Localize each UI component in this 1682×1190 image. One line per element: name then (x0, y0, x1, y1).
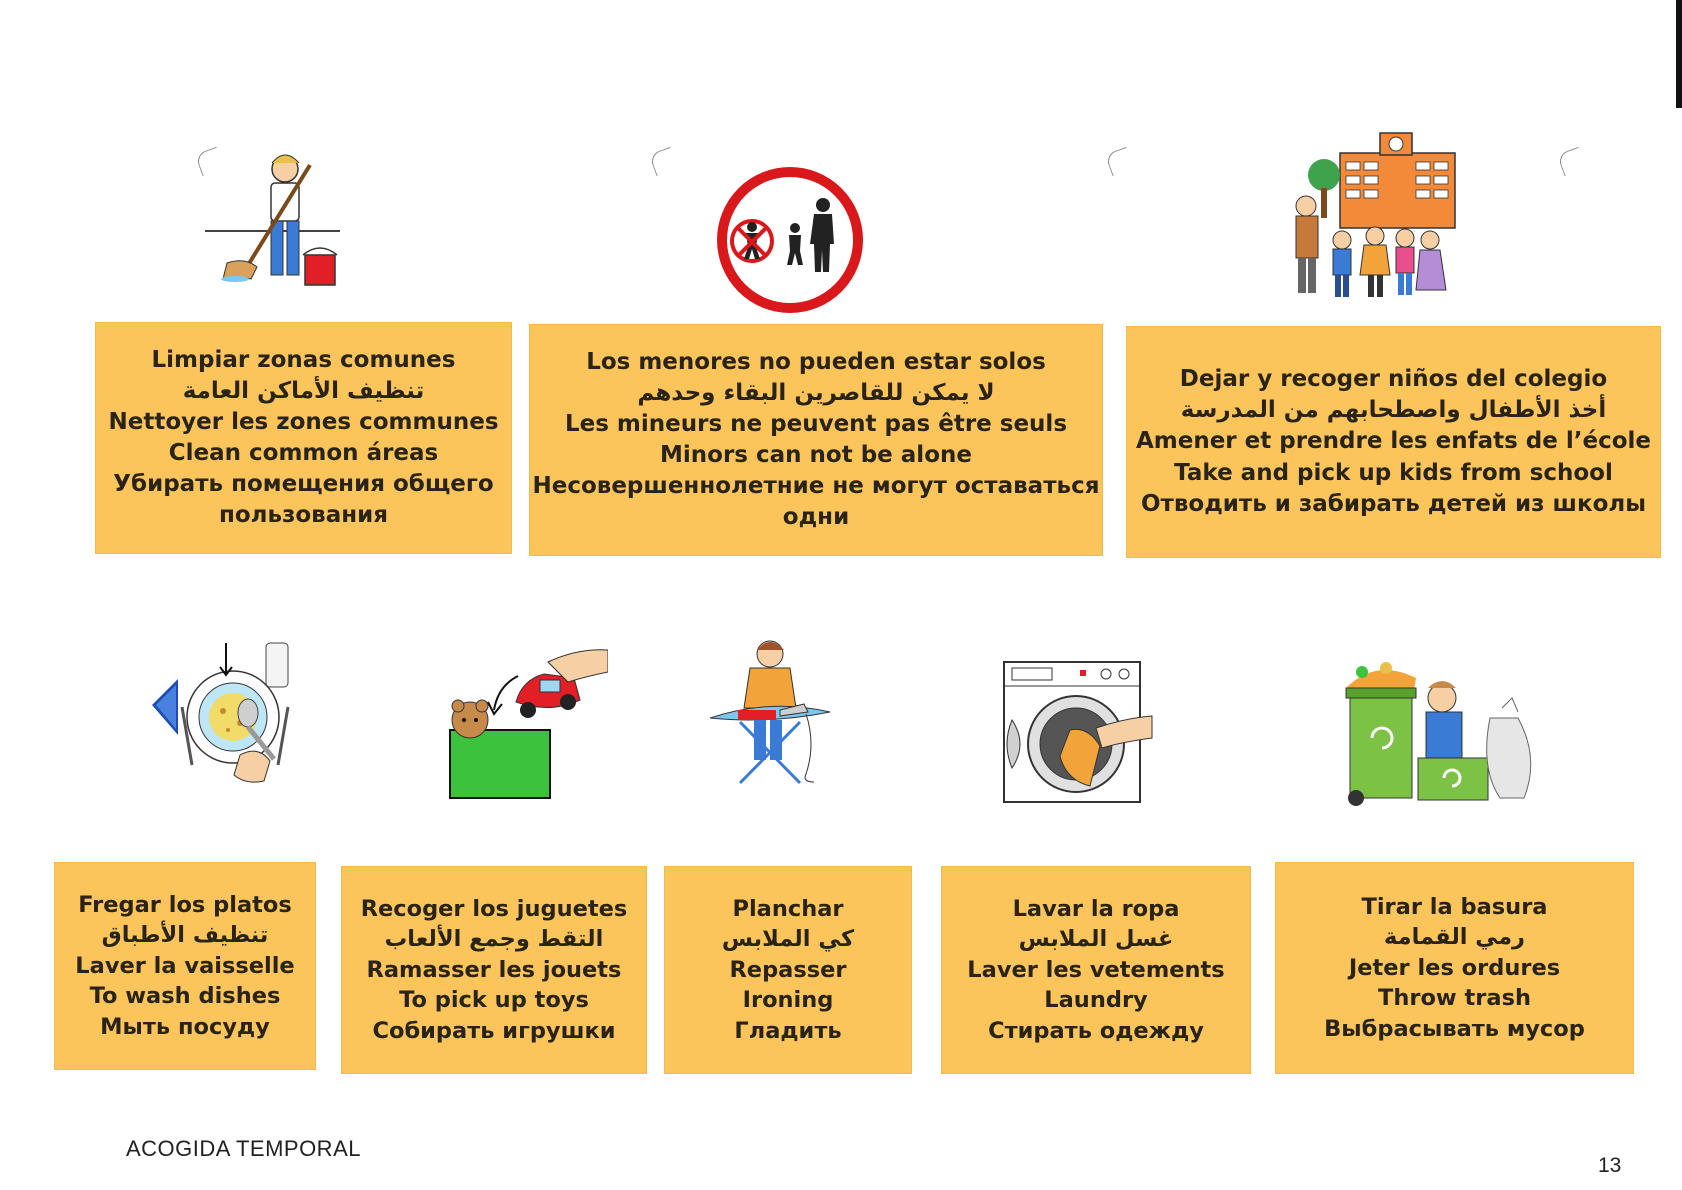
card-line-es: Dejar y recoger niños del colegio (1179, 366, 1608, 393)
card-wash-dishes: Fregar los platos تنظيف الأطباق Laver la… (54, 862, 316, 1070)
card-line-es: Tirar la basura (1361, 894, 1548, 921)
card-clean-common-areas: Limpiar zonas comunes تنظيف الأماكن العا… (95, 322, 512, 554)
binder-hole (1104, 146, 1135, 177)
card-line-en: Ironing (742, 987, 834, 1014)
card-line-ru: Выбрасывать мусор (1324, 1015, 1585, 1042)
card-line-fr: Les mineurs ne peuvent pas être seuls (564, 410, 1068, 437)
card-line-ru: Гладить (734, 1017, 842, 1044)
card-line-ar: كي الملابس (721, 926, 855, 953)
person-sweeping-icon (205, 154, 340, 286)
binder-hole (1556, 146, 1587, 177)
card-line-fr: Amener et prendre les enfats de l’école (1135, 428, 1652, 455)
card-pick-up-toys: Recoger los juguetes التقط وجمع الألعاب … (341, 866, 647, 1074)
card-line-es: Recoger los juguetes (360, 896, 628, 923)
no-unaccompanied-minors-sign-icon (717, 167, 863, 313)
card-line-ru: Мыть посуду (100, 1013, 270, 1040)
card-line-ru: Собирать игрушки (372, 1017, 616, 1044)
card-line-ar: تنظيف الأطباق (101, 922, 269, 949)
card-line-ar: التقط وجمع الألعاب (384, 926, 604, 953)
card-line-ru: Стирать одежду (988, 1017, 1204, 1044)
card-line-en: Laundry (1044, 987, 1148, 1014)
card-line-ru: Убирать помещения общего (113, 471, 494, 498)
card-throw-trash: Tirar la basura رمي القمامة Jeter les or… (1275, 862, 1634, 1074)
card-line-ar: تنظيف الأماكن العامة (182, 377, 425, 404)
school-pickup-icon (1295, 132, 1456, 297)
card-line-en: To wash dishes (89, 983, 281, 1010)
card-line-fr: Ramasser les jouets (366, 956, 622, 983)
putting-away-toys-icon (449, 649, 608, 799)
card-line-fr: Laver les vetements (967, 956, 1225, 983)
washing-machine-icon (1003, 661, 1153, 803)
card-line-ru: Несовершеннолетние не могут оставаться (532, 473, 1100, 500)
card-line-en: Throw trash (1378, 985, 1531, 1012)
card-line-ar: لا يمكن للقاصرين البقاء وحدهم (637, 379, 995, 406)
card-laundry: Lavar la ropa غسل الملابس Laver les vete… (941, 866, 1251, 1074)
ironing-icon (710, 640, 831, 785)
recycling-bins-icon (1345, 662, 1532, 806)
card-line-en: To pick up toys (399, 987, 589, 1014)
card-line-ar: غسل الملابس (1018, 926, 1174, 953)
card-line-es: Fregar los platos (78, 892, 292, 919)
footer-title: ACOGIDA TEMPORAL (126, 1136, 361, 1161)
card-line-fr: Laver la vaisselle (75, 952, 295, 979)
card-line-ru-cont: пользования (218, 502, 389, 529)
card-line-ru-cont: одни (782, 504, 850, 531)
card-line-es: Limpiar zonas comunes (151, 346, 456, 373)
page-number: 13 (1598, 1154, 1622, 1177)
washing-dishes-icon (152, 642, 290, 783)
card-ironing: Planchar كي الملابس Repasser Ironing Гла… (664, 866, 912, 1074)
card-line-ar: رمي القمامة (1384, 924, 1525, 951)
card-line-fr: Repasser (729, 956, 847, 983)
card-line-fr: Nettoyer les zones communes (108, 408, 499, 435)
card-line-en: Take and pick up kids from school (1174, 459, 1613, 486)
card-line-fr: Jeter les ordures (1348, 954, 1561, 981)
card-line-es: Los menores no pueden estar solos (586, 348, 1046, 375)
card-line-es: Lavar la ropa (1012, 896, 1180, 923)
card-line-ru: Отводить и забирать детей из школы (1140, 490, 1647, 517)
binder-hole (648, 146, 679, 177)
card-line-ar: أخذ الأطفال واصطحابهم من المدرسة (1180, 397, 1607, 424)
page-edge-mark (1676, 0, 1682, 108)
card-minors-not-alone: Los menores no pueden estar solos لا يمك… (529, 324, 1103, 556)
card-line-es: Planchar (732, 896, 844, 923)
card-school-pickup: Dejar y recoger niños del colegio أخذ ال… (1126, 326, 1661, 558)
card-line-en: Clean common áreas (168, 440, 439, 466)
card-line-en: Minors can not be alone (660, 442, 972, 468)
